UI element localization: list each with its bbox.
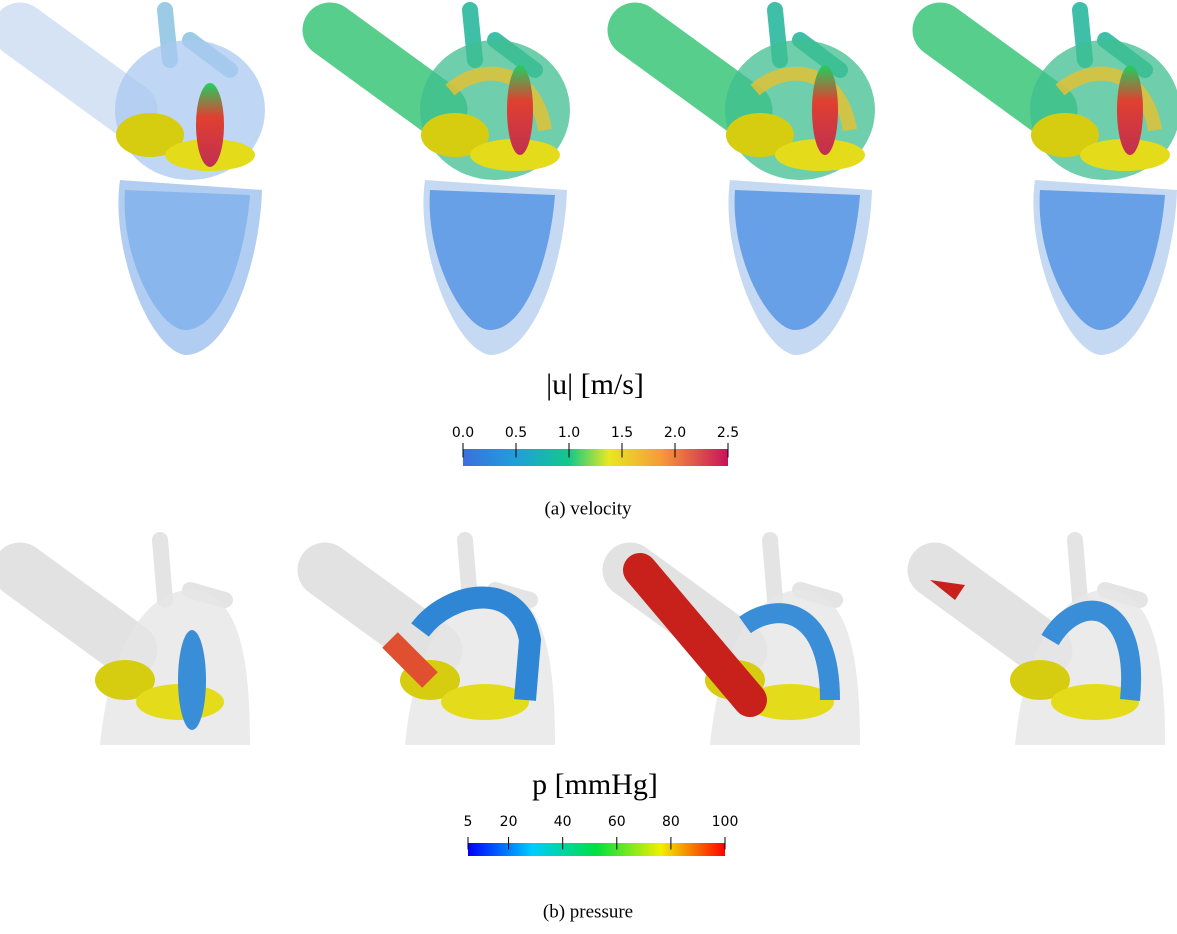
pressure-renders xyxy=(20,540,1165,745)
heart-render xyxy=(20,10,265,355)
heart-render xyxy=(940,10,1177,355)
tick-label: 0.5 xyxy=(505,425,527,441)
heart-render xyxy=(20,540,250,745)
caption: (b) pressure xyxy=(543,901,633,922)
velocity-renders xyxy=(20,10,1177,355)
tick-label: 2.0 xyxy=(664,425,686,441)
tick-label: 2.5 xyxy=(717,425,739,441)
heart-render xyxy=(635,10,875,355)
colorbar-title: p [mmHg] xyxy=(532,768,658,801)
tick-label: 1.5 xyxy=(611,425,633,441)
tick-label: 1.0 xyxy=(558,425,580,441)
tick-label: 80 xyxy=(662,814,680,830)
tick-label: 5 xyxy=(464,814,473,830)
heart-render xyxy=(330,10,570,355)
caption: (a) velocity xyxy=(544,498,632,519)
tick-label: 100 xyxy=(712,814,739,830)
colorbar xyxy=(468,843,725,856)
tick-label: 0.0 xyxy=(452,425,474,441)
tick-label: 20 xyxy=(500,814,518,830)
colorbar xyxy=(463,449,728,466)
tick-label: 60 xyxy=(608,814,626,830)
tick-label: 40 xyxy=(554,814,572,830)
isosurface xyxy=(178,630,206,730)
colorbar-title: |u| [m/s] xyxy=(546,368,644,401)
figure: |u| [m/s] (a) velocity p [mmHg] (b) pres… xyxy=(0,0,1177,934)
